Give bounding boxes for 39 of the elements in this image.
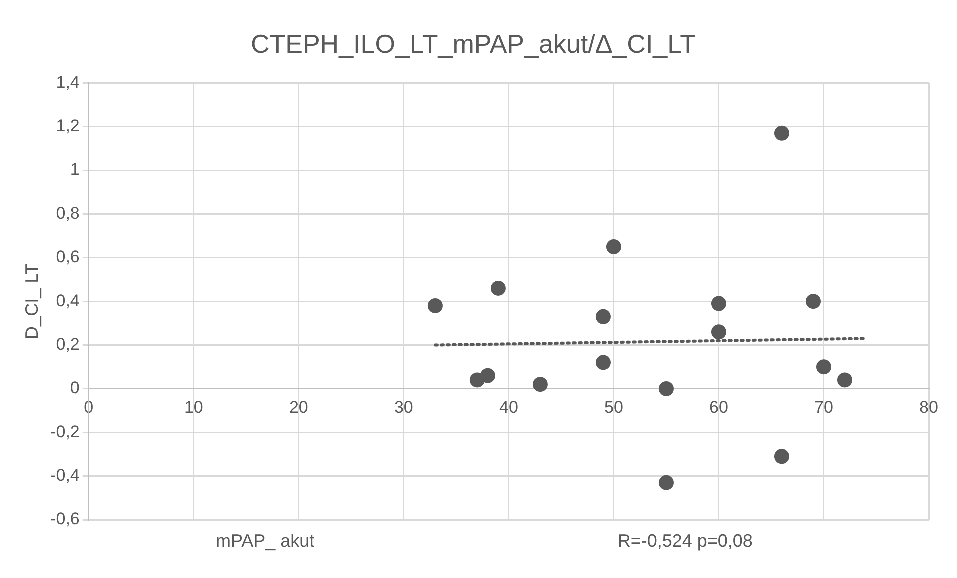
point (806, 294, 821, 310)
y-tick-label: 0 (70, 378, 80, 398)
point (837, 372, 852, 388)
point (711, 324, 726, 340)
y-tick-label: 0,2 (56, 334, 80, 354)
y-tick-label: 1,2 (56, 116, 80, 136)
point (816, 360, 832, 375)
point (490, 280, 506, 296)
point (606, 240, 622, 254)
text: R=-0,524 p=0,08 (618, 530, 753, 551)
x-tick-label: 10 (184, 398, 204, 417)
point (532, 377, 548, 392)
chart-title: CTEPH_ILO_LT_mPAP_akut/Δ_CI_LT (250, 28, 696, 59)
y-tick-label: 0,6 (56, 248, 80, 267)
point (658, 381, 674, 396)
point (658, 475, 674, 490)
point (428, 298, 443, 314)
x-tick-label: 60 (710, 398, 728, 417)
x-tick-label: 30 (394, 398, 414, 417)
x-tick-label: 20 (289, 398, 308, 417)
y-tick-label: -0,2 (50, 422, 80, 442)
x-tick-label: 70 (814, 398, 834, 417)
point (480, 368, 496, 384)
y-tick-label: 0,8 (56, 204, 80, 223)
y-axis-title: D_CI_ LT (22, 264, 42, 340)
y-tick-label: 1,4 (56, 72, 80, 92)
x-tick-label: 40 (499, 398, 518, 417)
point (596, 309, 611, 324)
x-tick-label: 80 (920, 398, 938, 417)
y-tick-label: -0,6 (50, 510, 80, 529)
x-tick-label: 50 (604, 398, 624, 417)
y-tick-label: 0,4 (56, 291, 80, 310)
point (774, 126, 790, 141)
point (774, 449, 790, 464)
point (596, 355, 611, 370)
point (711, 296, 726, 312)
x-axis-title: mPAP_ akut (216, 530, 315, 551)
y-tick-label: 1 (70, 160, 80, 180)
y-tick-label: -0,4 (50, 466, 80, 486)
